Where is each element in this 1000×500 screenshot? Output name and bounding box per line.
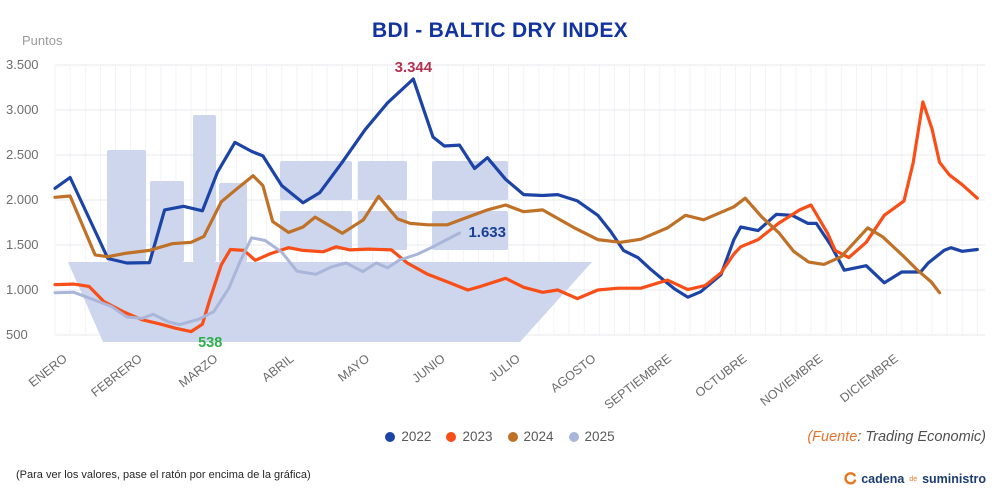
series-line-2025[interactable] (53, 231, 461, 327)
y-tick-2.500: 2.500 (6, 147, 39, 162)
annotation-3.344: 3.344 (394, 59, 433, 77)
y-tick-3.000: 3.000 (6, 102, 39, 117)
source-rest: : Trading Economic) (857, 429, 986, 445)
watermark-block (432, 161, 508, 200)
watermark-block (280, 211, 352, 250)
legend-item-2023[interactable]: 2023 (446, 429, 493, 444)
legend-item-2025[interactable]: 2025 (568, 429, 615, 444)
chart-legend: 2022 2023 2024 2025 (0, 429, 1000, 444)
series-line-2023[interactable] (53, 100, 979, 334)
series-line-2024[interactable] (53, 174, 942, 295)
cadena-de-suministro-logo[interactable]: cadena de suministro (843, 472, 986, 486)
y-tick-1.500: 1.500 (6, 237, 39, 252)
container-ship-watermark (68, 115, 592, 342)
logo-word-de: de (909, 476, 918, 483)
legend-dot-2024 (507, 431, 518, 442)
y-tick-3.500: 3.500 (6, 57, 39, 72)
annotation-1.633: 1.633 (468, 224, 506, 242)
source-note: (Fuente: Trading Economic) (807, 429, 986, 445)
legend-dot-2022 (385, 431, 396, 442)
legend-label-2025: 2025 (584, 429, 615, 444)
annotation-538: 538 (198, 334, 223, 351)
watermark-block (358, 161, 407, 200)
logo-word-cadena: cadena (861, 472, 905, 486)
circular-arrow-icon (844, 472, 857, 485)
source-prefix: (Fuente (807, 429, 858, 445)
legend-label-2023: 2023 (462, 429, 493, 444)
legend-item-2022[interactable]: 2022 (385, 429, 431, 444)
watermark-block (358, 211, 407, 250)
y-axis-unit-label: Puntos (22, 33, 63, 48)
legend-dot-2025 (568, 431, 579, 442)
legend-dot-2023 (446, 431, 457, 442)
y-tick-500: 500 (6, 327, 28, 342)
watermark-block (219, 183, 247, 262)
legend-item-2024[interactable]: 2024 (507, 429, 554, 444)
legend-label-2022: 2022 (401, 429, 432, 444)
y-tick-1.000: 1.000 (6, 282, 39, 297)
watermark-block (150, 181, 184, 262)
watermark-hull (68, 262, 592, 342)
hover-hint-note: (Para ver los valores, pase el ratón por… (16, 469, 311, 481)
legend-label-2024: 2024 (523, 429, 554, 444)
y-tick-2.000: 2.000 (6, 192, 39, 207)
watermark-block (107, 150, 146, 262)
page-title: BDI - BALTIC DRY INDEX (372, 19, 628, 42)
watermark-block (432, 211, 508, 250)
logo-word-suministro: suministro (922, 472, 986, 486)
